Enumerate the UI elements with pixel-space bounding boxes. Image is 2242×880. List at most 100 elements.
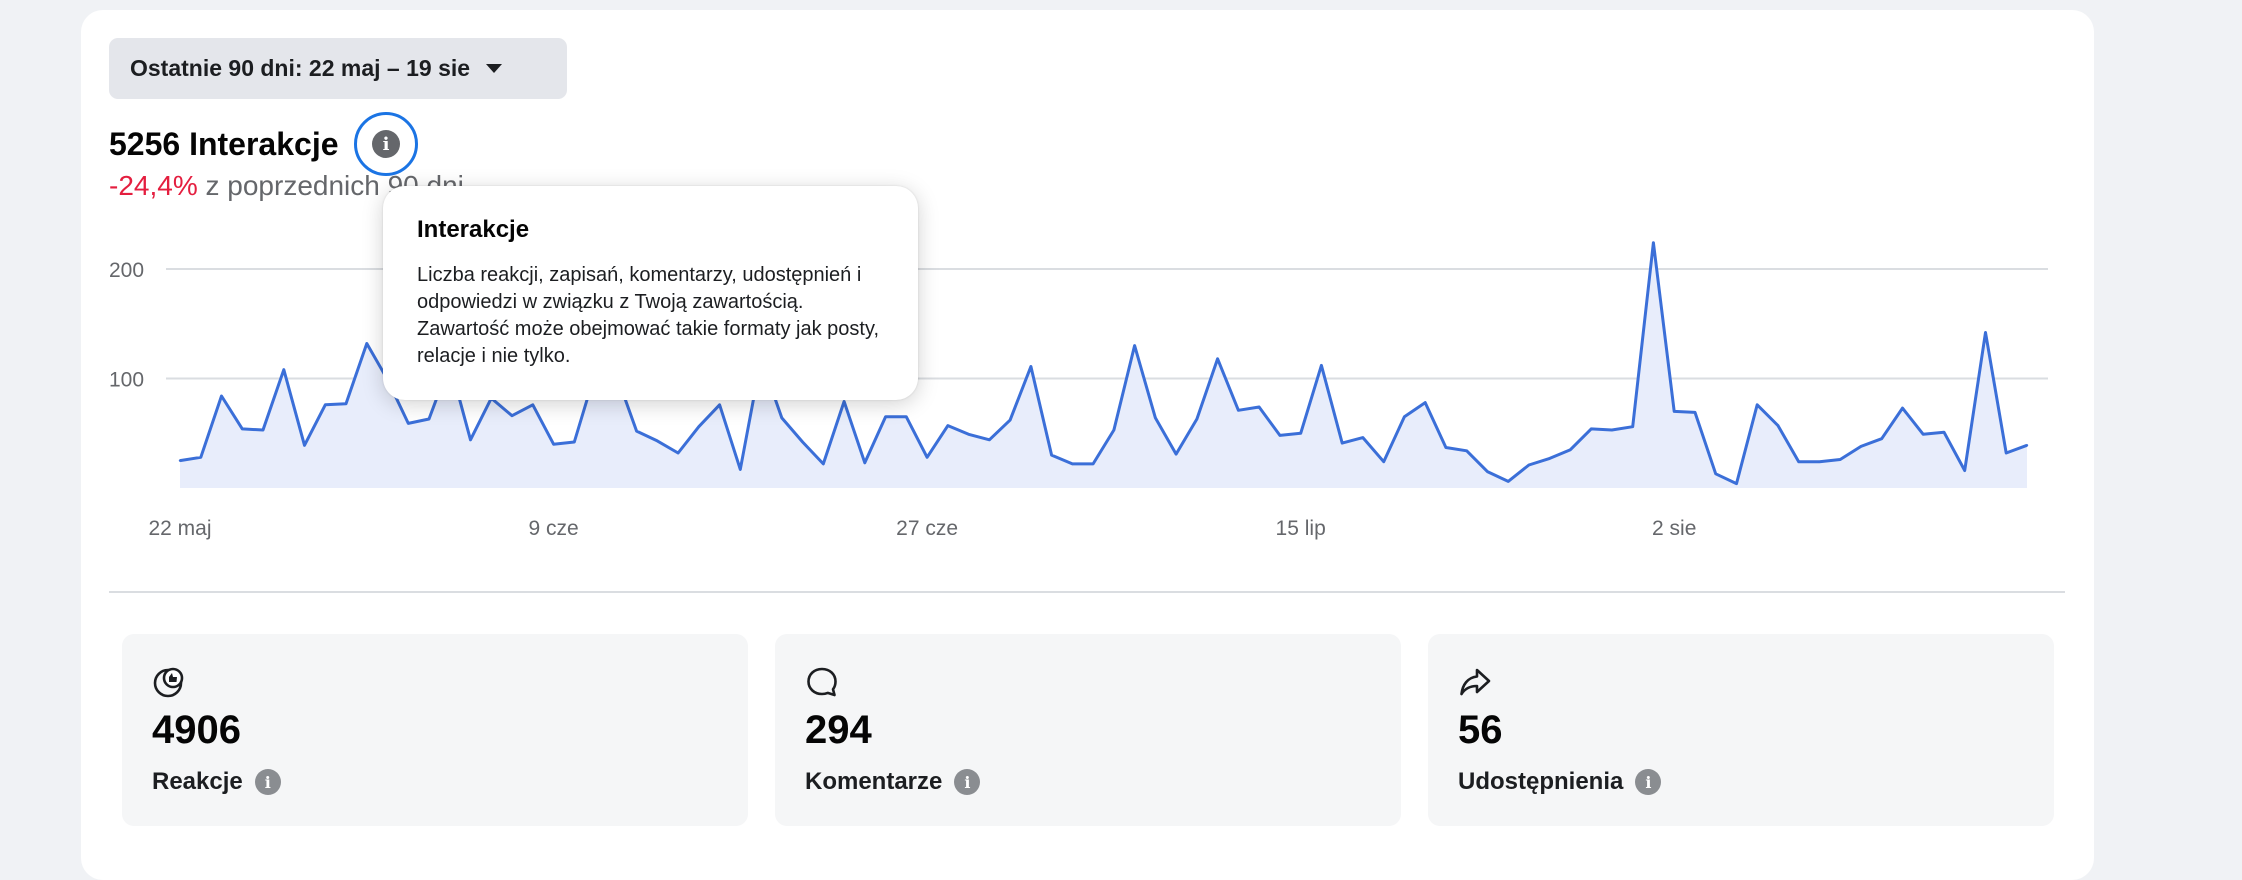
data-point: [1444, 446, 1448, 449]
metric-card-comments: 294 Komentarze i: [775, 634, 1401, 826]
data-point: [676, 451, 680, 455]
data-point: [1112, 428, 1116, 432]
data-point: [1278, 434, 1282, 437]
data-point: [1548, 457, 1551, 460]
data-point: [552, 443, 555, 446]
data-point: [1133, 344, 1136, 347]
data-point: [1195, 417, 1199, 421]
reactions-icon: [153, 667, 184, 698]
data-point: [905, 415, 908, 419]
x-tick-label: 15 lip: [1276, 517, 1326, 540]
data-point: [1714, 472, 1717, 475]
data-point: [1091, 462, 1095, 466]
data-point: [1963, 469, 1966, 472]
data-point: [635, 429, 638, 433]
data-point: [863, 461, 867, 465]
data-point: [946, 424, 950, 427]
section-divider: [109, 591, 2065, 593]
data-point: [2025, 444, 2029, 447]
data-point: [1652, 241, 1655, 244]
info-icon[interactable]: i: [254, 769, 281, 795]
data-point: [469, 438, 472, 442]
data-point: [1984, 331, 1987, 334]
metric-label: Udostępnienia: [1458, 768, 1624, 795]
data-point: [1818, 460, 1821, 463]
data-point: [1320, 364, 1323, 367]
data-point: [967, 433, 970, 436]
data-point: [1880, 437, 1883, 440]
data-point: [303, 444, 306, 447]
data-point: [1029, 365, 1033, 368]
x-tick-label: 22 maj: [148, 517, 211, 540]
data-point: [282, 368, 285, 371]
data-point: [1693, 411, 1697, 414]
data-point: [1922, 433, 1925, 436]
info-icon[interactable]: i: [1635, 769, 1662, 795]
data-point: [241, 427, 244, 431]
data-point: [261, 428, 265, 432]
data-point: [1423, 401, 1427, 404]
data-point: [842, 400, 846, 403]
data-point: [1610, 428, 1614, 432]
data-point: [718, 403, 721, 406]
data-point: [1527, 463, 1531, 467]
series-area: [180, 242, 2027, 488]
data-point: [1901, 406, 1904, 410]
data-point: [324, 403, 327, 406]
data-point: [1403, 415, 1406, 419]
y-tick-label: 100: [109, 369, 144, 392]
data-point: [531, 403, 534, 406]
data-point: [1174, 452, 1178, 456]
info-icon[interactable]: i: [954, 769, 981, 795]
data-point: [427, 417, 431, 421]
data-point: [1506, 480, 1510, 483]
data-point: [801, 440, 804, 444]
metric-card-shares: 56 Udostępnienia i: [1428, 634, 2054, 826]
data-point: [1361, 436, 1365, 439]
data-point: [1735, 482, 1738, 485]
series-line: [179, 241, 2028, 486]
share-icon: [1460, 668, 1491, 696]
data-point: [1299, 432, 1302, 435]
data-point: [178, 459, 182, 462]
data-point: [407, 422, 410, 425]
data-point: [1631, 425, 1634, 428]
data-point: [1589, 427, 1593, 431]
comment-icon: [807, 667, 837, 697]
date-range-label: Ostatnie 90 dni: 22 maj – 19 sie: [130, 55, 471, 81]
x-tick-label: 9 cze: [528, 517, 578, 540]
data-point: [780, 416, 784, 420]
data-point: [199, 456, 202, 459]
caret-down-icon: [486, 64, 503, 73]
tooltip-title: Interakcje: [417, 216, 530, 243]
data-point: [1154, 416, 1157, 420]
data-point: [1859, 445, 1863, 448]
data-point: [1839, 458, 1842, 461]
tooltip-body: Liczba reakcji, zapisań, komentarzy, udo…: [417, 264, 880, 367]
data-point: [1673, 410, 1676, 413]
metric-label: Reakcje: [152, 768, 243, 795]
metric-value: 4906: [152, 708, 241, 752]
data-point: [1257, 405, 1261, 409]
y-tick-label: 200: [109, 259, 144, 282]
data-point: [1071, 462, 1074, 466]
data-point: [220, 394, 223, 398]
data-point: [925, 456, 929, 459]
data-point: [656, 439, 659, 443]
data-point: [1465, 449, 1468, 452]
data-point: [884, 415, 887, 419]
interactions-info-button[interactable]: i: [354, 112, 418, 176]
data-point: [1340, 441, 1344, 445]
data-point: [1382, 460, 1385, 463]
x-tick-label: 2 sie: [1652, 517, 1696, 540]
interactions-chart: 100 200 22 maj 9 cze 27 cze 15 lip 2 sie: [109, 241, 2048, 540]
x-tick-label: 27 cze: [896, 517, 958, 540]
data-point: [697, 425, 701, 428]
date-range-dropdown[interactable]: Ostatnie 90 dni: 22 maj – 19 sie: [109, 38, 567, 99]
data-point: [1216, 357, 1219, 360]
data-point: [739, 468, 742, 471]
data-point: [510, 414, 514, 417]
metric-card-reactions: 4906 Reakcje i: [122, 634, 748, 826]
data-point: [1776, 424, 1780, 427]
data-point: [1942, 430, 1946, 434]
